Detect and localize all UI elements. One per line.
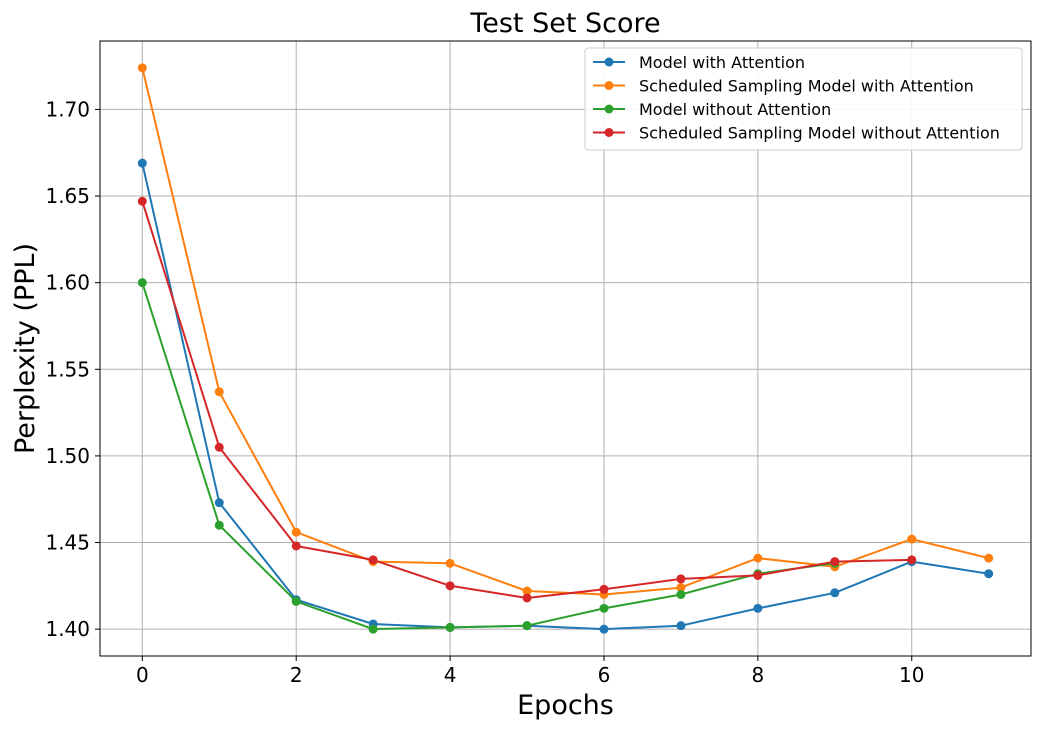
data-point (291, 527, 301, 537)
data-point (676, 621, 686, 631)
legend-box (584, 47, 1023, 151)
data-point (830, 557, 840, 567)
x-tick-label: 8 (751, 663, 764, 687)
x-tick-label: 2 (290, 663, 303, 687)
data-point (137, 63, 147, 73)
data-point (522, 586, 532, 596)
data-point (907, 534, 917, 544)
data-point (214, 442, 224, 452)
x-tick-label: 4 (444, 663, 457, 687)
data-point (599, 624, 609, 634)
data-point (522, 593, 532, 603)
data-point (137, 196, 147, 206)
data-point (137, 158, 147, 168)
series-3 (137, 196, 917, 603)
series-2 (137, 278, 840, 634)
legend-item: Scheduled Sampling Model with Attention (593, 77, 974, 96)
series-0 (137, 158, 994, 634)
series-line (141, 200, 912, 599)
data-point (137, 278, 147, 288)
y-tick-label: 1.45 (45, 531, 90, 555)
data-point (445, 558, 455, 568)
data-point (984, 553, 994, 563)
x-tick-label: 10 (899, 663, 924, 687)
x-axis-title: Epochs (517, 690, 614, 721)
x-tick-label: 6 (598, 663, 611, 687)
data-point (445, 622, 455, 632)
series-line (141, 162, 989, 631)
legend-marker (604, 81, 614, 90)
legend-marker (604, 128, 614, 137)
y-tick-label: 1.40 (45, 617, 90, 641)
data-point (676, 574, 686, 584)
y-axis-title: Perplexity (PPL) (10, 243, 41, 454)
legend-label: Scheduled Sampling Model without Attenti… (639, 124, 1000, 143)
data-point (830, 588, 840, 598)
data-point (368, 624, 378, 634)
data-point (599, 603, 609, 613)
legend: Model with Attention Scheduled Sampling M… (584, 47, 1023, 151)
plot-frame (99, 40, 1032, 657)
series-line (141, 282, 835, 631)
data-point (753, 570, 763, 580)
legend-item: Model without Attention (593, 100, 831, 119)
data-point (599, 584, 609, 594)
data-point (753, 603, 763, 613)
data-point (676, 583, 686, 593)
data-point (676, 590, 686, 599)
y-tick-label: 1.50 (45, 444, 90, 468)
data-point (291, 541, 301, 551)
legend-marker (604, 104, 614, 114)
data-point (907, 555, 917, 565)
data-point (214, 387, 224, 397)
x-tick-label: 0 (136, 663, 149, 687)
data-point (445, 581, 455, 591)
data-point (214, 498, 224, 508)
legend-label: Model without Attention (639, 100, 831, 119)
data-point (291, 596, 301, 606)
y-tick-label: 1.55 (45, 357, 90, 381)
data-point (753, 553, 763, 563)
data-point (214, 520, 224, 530)
y-tick-label: 1.70 (45, 97, 90, 121)
legend-label: Model with Attention (639, 53, 805, 72)
legend-item: Model with Attention (593, 53, 805, 72)
y-tick-label: 1.65 (45, 184, 90, 208)
data-point (368, 555, 378, 565)
y-tick-label: 1.60 (45, 271, 90, 295)
ticks: 0 2 4 6 8 10 1.40 1.45 1.50 1.55 1.60 1.65 1.70 (45, 97, 924, 687)
legend-label: Scheduled Sampling Model with Attention (639, 77, 974, 96)
series-layer (137, 63, 994, 634)
data-point (522, 621, 532, 631)
chart-title: Test Set Score (469, 8, 660, 39)
legend-marker (604, 57, 614, 67)
data-point (984, 569, 994, 579)
legend-item: Scheduled Sampling Model without Attenti… (593, 124, 1000, 143)
